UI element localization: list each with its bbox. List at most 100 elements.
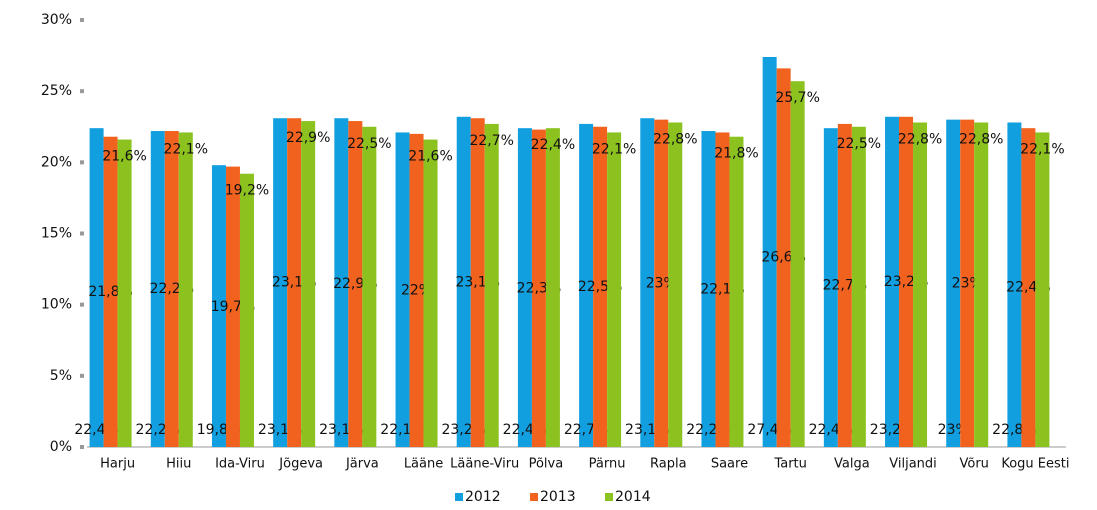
value-label: 22,8% bbox=[653, 131, 697, 147]
value-label: 25,7% bbox=[775, 90, 819, 106]
bar bbox=[899, 116, 914, 447]
value-label: 19,2% bbox=[225, 183, 269, 199]
bar bbox=[409, 133, 424, 447]
value-label: 22,7% bbox=[469, 133, 513, 149]
value-label: 21,8% bbox=[714, 146, 758, 162]
bar bbox=[1021, 128, 1036, 447]
value-label: 22,8% bbox=[898, 131, 942, 147]
y-tick-mark bbox=[80, 302, 84, 307]
y-tick-mark bbox=[80, 89, 84, 94]
legend-swatch bbox=[605, 493, 613, 501]
bar bbox=[150, 131, 165, 447]
y-tick-label: 20% bbox=[41, 154, 72, 170]
bar bbox=[273, 118, 288, 448]
value-label: 22,9% bbox=[286, 130, 330, 146]
x-tick-label: Valga bbox=[834, 457, 870, 472]
bar bbox=[103, 136, 118, 448]
x-tick-label: Hiiu bbox=[166, 457, 191, 472]
y-tick-mark bbox=[80, 160, 84, 165]
value-label: 22,5% bbox=[837, 136, 881, 152]
bar bbox=[117, 139, 132, 447]
legend-swatch bbox=[530, 493, 538, 501]
value-label: 21,6% bbox=[408, 149, 452, 165]
bar bbox=[89, 128, 104, 447]
bar bbox=[211, 165, 226, 447]
bar bbox=[301, 121, 316, 447]
x-tick-label: Saare bbox=[711, 457, 748, 472]
bar bbox=[1007, 122, 1022, 447]
legend-label: 2013 bbox=[540, 489, 576, 505]
bar bbox=[823, 128, 838, 447]
value-label: 22,4% bbox=[531, 137, 575, 153]
y-tick-mark bbox=[80, 445, 84, 449]
value-label: 21,6% bbox=[102, 149, 146, 165]
bar bbox=[579, 123, 594, 448]
bar bbox=[668, 122, 683, 447]
bar bbox=[960, 119, 975, 447]
bar bbox=[456, 116, 471, 447]
y-tick-label: 30% bbox=[41, 12, 72, 28]
bar bbox=[729, 136, 744, 448]
bar bbox=[178, 132, 193, 447]
y-tick-label: 10% bbox=[41, 297, 72, 313]
bar bbox=[913, 122, 928, 447]
bar bbox=[164, 131, 179, 447]
y-tick-mark bbox=[80, 18, 84, 22]
x-tick-label: Pärnu bbox=[589, 457, 626, 472]
bar bbox=[701, 131, 716, 447]
legend-label: 2012 bbox=[465, 489, 501, 505]
bar bbox=[654, 119, 669, 447]
bar bbox=[517, 128, 532, 447]
bar bbox=[423, 139, 438, 447]
x-tick-label: Ida-Viru bbox=[215, 457, 265, 472]
y-tick-mark bbox=[80, 231, 84, 236]
x-tick-label: Lääne bbox=[404, 457, 443, 472]
bar bbox=[762, 57, 777, 448]
x-tick-label: Lääne-Viru bbox=[450, 457, 519, 472]
bar bbox=[837, 123, 852, 448]
value-label: 22,1% bbox=[592, 141, 636, 157]
x-tick-label: Tartu bbox=[773, 457, 806, 472]
y-tick-mark bbox=[80, 373, 84, 378]
bar bbox=[776, 68, 791, 447]
x-tick-label: Harju bbox=[100, 457, 135, 472]
bar bbox=[607, 132, 622, 447]
x-tick-label: Põlva bbox=[529, 457, 564, 472]
value-label: 22,1% bbox=[164, 141, 208, 157]
legend-label: 2014 bbox=[615, 489, 651, 505]
bar bbox=[790, 81, 805, 447]
value-label: 22,1% bbox=[1020, 141, 1064, 157]
bar bbox=[334, 118, 349, 448]
x-tick-label: Kogu Eesti bbox=[1001, 457, 1069, 472]
y-tick-label: 25% bbox=[41, 83, 72, 99]
bar bbox=[225, 166, 240, 447]
bar bbox=[715, 132, 730, 447]
legend-swatch bbox=[455, 493, 463, 501]
x-tick-label: Jõgeva bbox=[278, 457, 323, 472]
bar bbox=[239, 173, 254, 447]
bar bbox=[287, 118, 302, 448]
bar bbox=[946, 119, 961, 447]
y-tick-label: 15% bbox=[41, 226, 72, 242]
bar bbox=[470, 118, 485, 448]
x-tick-label: Järva bbox=[345, 457, 379, 472]
y-tick-label: 0% bbox=[50, 439, 72, 455]
bar bbox=[974, 122, 989, 447]
x-tick-label: Võru bbox=[960, 457, 989, 472]
bar bbox=[395, 132, 410, 447]
bar bbox=[348, 121, 363, 447]
y-tick-label: 5% bbox=[50, 368, 72, 384]
bar bbox=[1035, 132, 1050, 447]
bar bbox=[484, 123, 499, 448]
bar bbox=[362, 126, 377, 447]
bar bbox=[531, 129, 546, 447]
x-tick-label: Viljandi bbox=[889, 457, 937, 472]
bar bbox=[885, 116, 900, 447]
bar bbox=[545, 128, 560, 447]
x-tick-label: Rapla bbox=[650, 457, 687, 472]
bar bbox=[593, 126, 608, 447]
value-label: 22,8% bbox=[959, 131, 1003, 147]
bar bbox=[640, 118, 655, 448]
value-label: 22,5% bbox=[347, 136, 391, 152]
